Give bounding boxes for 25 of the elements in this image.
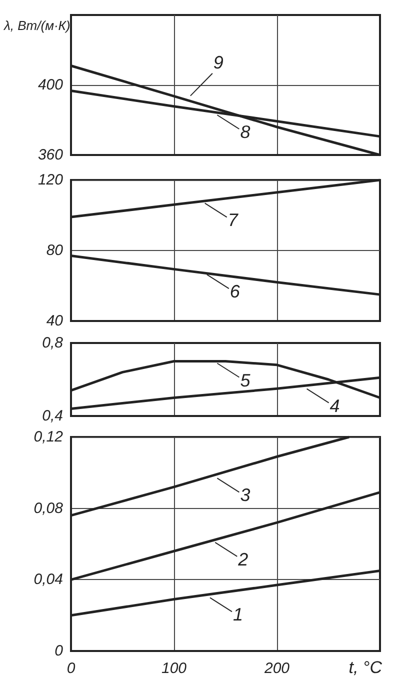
x-tick-label: 0 — [66, 660, 76, 677]
x-tick-label: 100 — [161, 660, 188, 677]
y-tick-label: 80 — [46, 242, 64, 259]
y-axis-title: λ, Вт/(м·К) — [3, 18, 70, 33]
annotation: 5 — [240, 370, 252, 390]
x-axis-title: t, °C — [348, 658, 383, 677]
y-tick-label: 0,8 — [42, 334, 64, 352]
annotation: 6 — [230, 282, 241, 302]
y-tick-label: 40 — [46, 312, 64, 330]
y-tick-label: 400 — [38, 76, 64, 94]
y-tick-label: 0,08 — [34, 500, 64, 517]
y-tick-label: 0 — [54, 642, 64, 660]
y-tick-label: 0,12 — [34, 428, 64, 446]
annotation: 2 — [237, 549, 248, 570]
y-tick-label: 360 — [38, 146, 64, 164]
y-tick-label: 0,04 — [34, 571, 63, 588]
annotation: 7 — [228, 210, 239, 230]
y-tick-label: 120 — [38, 172, 64, 188]
annotation: 1 — [232, 604, 244, 625]
annotation: 3 — [240, 485, 250, 506]
annotation: 9 — [213, 52, 224, 72]
x-tick-label: 200 — [263, 660, 290, 677]
annotation: 4 — [330, 396, 340, 416]
annotation: 8 — [240, 122, 250, 142]
y-tick-label: 0,4 — [42, 408, 63, 424]
